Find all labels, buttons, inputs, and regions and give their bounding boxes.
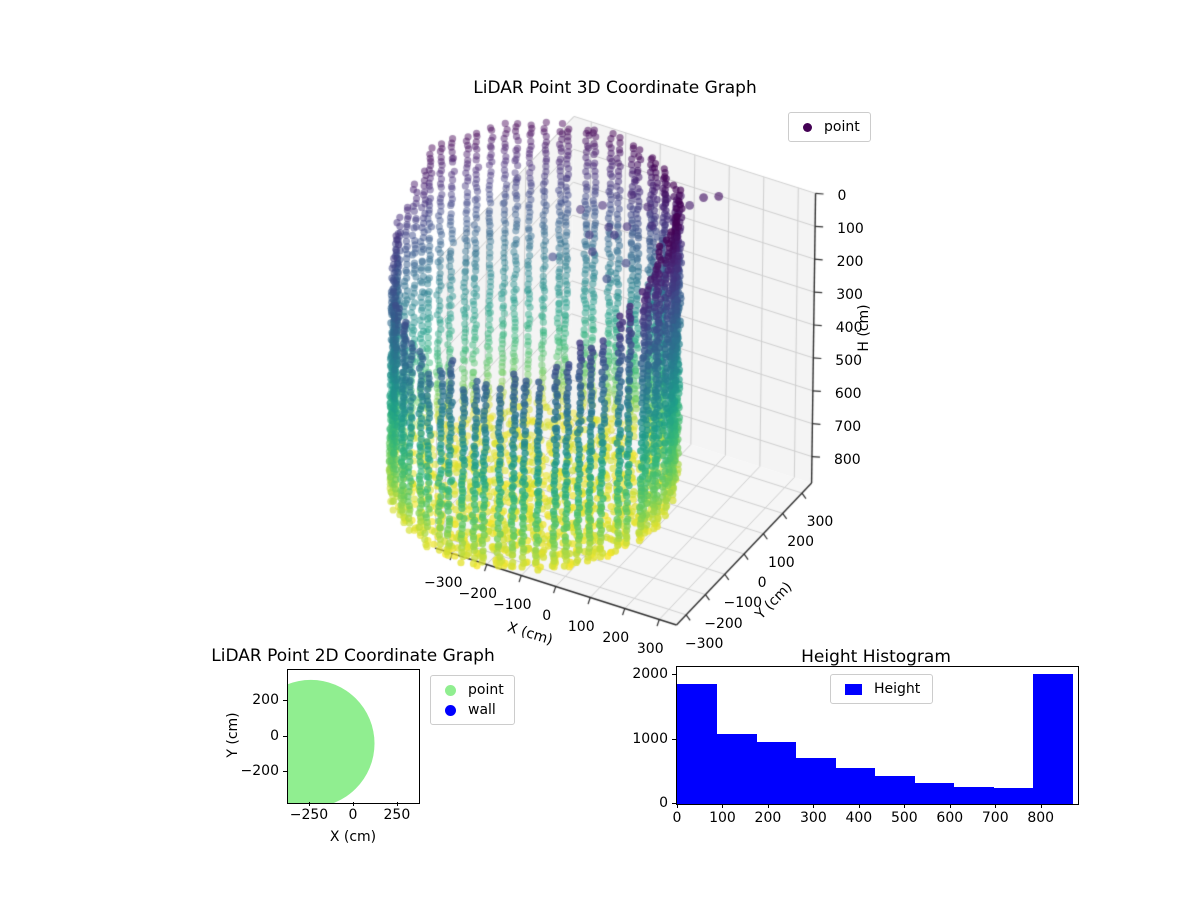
hist-ytick-label: 0 <box>659 795 668 811</box>
plot2d-title: LiDAR Point 2D Coordinate Graph <box>211 646 495 666</box>
plot2d-axes <box>287 669 420 804</box>
plot2d-xtick-label: 0 <box>348 807 358 823</box>
plot3d-xtick-label: −200 <box>458 585 497 602</box>
tick-mark <box>283 770 287 772</box>
tick-mark <box>995 804 997 808</box>
plot2d-xlabel: X (cm) <box>329 829 377 845</box>
plot3d-legend-label: point <box>824 119 860 135</box>
plot3d-xtick-label: 100 <box>567 618 595 635</box>
plot2d-ytick-label: −200 <box>240 762 279 779</box>
plot3d-ztick-label: 500 <box>835 352 863 369</box>
hist-bar <box>756 741 797 804</box>
tick-mark <box>283 735 287 737</box>
hist-xtick-label: 300 <box>800 810 827 826</box>
hist-bar <box>953 786 994 804</box>
hist-ytick-label: 2000 <box>632 666 668 683</box>
hist-ytick-label: 1000 <box>632 730 668 747</box>
hist-bar <box>677 684 718 804</box>
plot3d-xtick-label: 300 <box>636 640 664 657</box>
plot3d-ztick-label: 0 <box>837 188 847 205</box>
tick-mark <box>904 804 906 808</box>
hist-xtick-label: 500 <box>890 810 918 826</box>
tick-mark <box>672 674 676 676</box>
plot3d-ztick-label: 100 <box>837 221 864 238</box>
hist-legend: Height <box>830 674 934 704</box>
hist-bar <box>1032 673 1074 804</box>
plot2d-ytick-label: 0 <box>270 727 279 744</box>
plot2d-legend: point wall <box>430 675 515 725</box>
plot3d-ztick-label: 200 <box>836 254 864 271</box>
plot2d-legend-label-point: point <box>468 682 504 698</box>
wall-marker-icon <box>445 704 456 716</box>
tick-mark <box>672 803 676 804</box>
plot3d-ytick-label: 300 <box>806 514 834 531</box>
plot2d-point-region <box>288 679 375 803</box>
plot3d-xtick-label: −100 <box>493 596 532 613</box>
plot3d-xtick-label: 0 <box>542 607 552 624</box>
hist-xtick-label: 400 <box>845 810 873 826</box>
plot3d-ytick-label: 200 <box>787 534 815 551</box>
height-patch-icon <box>845 683 862 695</box>
plot3d-ztick-label: 600 <box>834 385 862 402</box>
hist-bar <box>835 768 876 804</box>
hist-xtick-label: 100 <box>709 810 736 826</box>
plot3d-ytick-label: −100 <box>723 595 762 612</box>
hist-bar <box>993 787 1034 804</box>
hist-xtick-label: 600 <box>936 810 964 826</box>
plot2d-ylabel: Y (cm) <box>225 712 241 758</box>
hist-xtick-label: 200 <box>754 810 782 826</box>
plot2d-legend-label-wall: wall <box>468 702 496 718</box>
hist-xtick-label: 0 <box>672 810 682 826</box>
plot3d-title: LiDAR Point 3D Coordinate Graph <box>473 78 757 98</box>
plot3d-xtick-label: 200 <box>602 629 630 646</box>
plot3d-ztick-label: 800 <box>833 451 861 468</box>
plot3d-ytick-label: −300 <box>684 635 724 652</box>
plot2d-ytick-label: 200 <box>252 692 279 709</box>
hist-bar <box>795 758 836 804</box>
tick-mark <box>677 804 678 808</box>
tick-mark <box>813 804 815 808</box>
hist-legend-label: Height <box>874 681 921 697</box>
plot3d-legend: point <box>788 112 871 142</box>
tick-mark <box>767 804 769 808</box>
plot3d-ztick-label: 400 <box>835 319 863 336</box>
tick-mark <box>858 804 860 808</box>
plot3d-ytick-label: 100 <box>767 554 795 571</box>
plot3d-ztick-label: 300 <box>836 287 863 304</box>
point-marker-icon <box>803 122 812 132</box>
plot3d-xtick-label: −300 <box>424 574 463 591</box>
plot3d-ytick-label: 0 <box>757 574 767 591</box>
hist-xtick-label: 700 <box>981 810 1009 826</box>
tick-mark <box>352 802 354 806</box>
tick-mark <box>672 738 676 740</box>
hist-bars <box>677 667 1078 804</box>
tick-mark <box>722 804 724 808</box>
hist-bar <box>716 733 757 804</box>
plot3d-ztick-label: 700 <box>834 418 862 435</box>
tick-mark <box>308 802 310 806</box>
hist-bar <box>874 775 915 804</box>
plot2d-xtick-label: 250 <box>383 807 411 823</box>
tick-mark <box>283 700 287 702</box>
hist-bar <box>914 782 955 804</box>
tick-mark <box>1040 804 1042 808</box>
tick-mark <box>949 804 951 808</box>
hist-xtick-label: 800 <box>1027 810 1055 826</box>
3d-scatter-canvas <box>260 90 920 680</box>
hist-title: Height Histogram <box>801 647 951 667</box>
point-marker-icon <box>445 684 456 696</box>
plot2d-xtick-label: −250 <box>289 807 329 823</box>
plot3d-ytick-label: −200 <box>704 615 743 632</box>
tick-mark <box>396 802 398 806</box>
